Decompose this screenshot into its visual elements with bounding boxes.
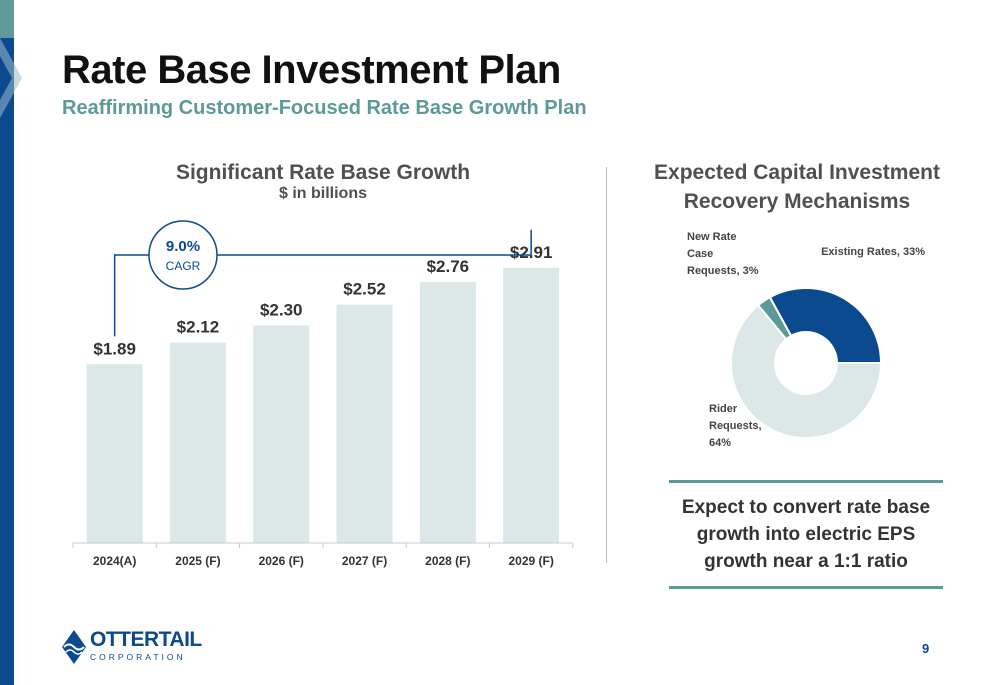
slide-subtitle: Reaffirming Customer-Focused Rate Base G… bbox=[62, 97, 587, 119]
left-accent-stripe bbox=[0, 0, 14, 685]
x-tick-label: 2025 (F) bbox=[175, 554, 220, 568]
cagr-circle bbox=[148, 220, 218, 290]
cagr-bracket-left bbox=[113, 254, 149, 337]
takeaway-rule-top bbox=[669, 480, 943, 483]
label-rider-requests: Rider Requests, 64% bbox=[709, 403, 762, 449]
takeaway-rule-bottom bbox=[669, 586, 943, 589]
left-accent-teal bbox=[0, 0, 14, 38]
slice-new-rate-case bbox=[756, 295, 793, 341]
cagr-value: 9.0% bbox=[166, 238, 200, 255]
bar-chart-title: Significant Rate Base Growth bbox=[175, 161, 471, 184]
bar-2 bbox=[253, 325, 310, 543]
cagr-label: CAGR bbox=[166, 259, 201, 273]
bar-3 bbox=[336, 304, 393, 543]
x-tick-label: 2026 (F) bbox=[259, 554, 304, 568]
bar-5 bbox=[503, 267, 560, 543]
bar-value-label: $2.52 bbox=[343, 280, 386, 299]
donut-chart: Existing Rates, 33% Rider Requests, 64% New … bbox=[687, 231, 925, 449]
bar-4 bbox=[419, 281, 476, 543]
bar-0 bbox=[86, 364, 143, 543]
pie-chart-title: Expected Capital Investment Recovery Mec… bbox=[654, 161, 940, 213]
x-tick-label: 2024(A) bbox=[93, 554, 136, 568]
bar-chart-subtitle: $ in billions bbox=[278, 185, 367, 202]
bar-value-label: $1.89 bbox=[93, 339, 136, 358]
bar-value-label: $2.12 bbox=[177, 318, 220, 337]
bar-value-label: $2.76 bbox=[427, 257, 470, 276]
slide-title: Rate Base Investment Plan bbox=[62, 48, 561, 92]
slice-existing-rates bbox=[768, 287, 883, 364]
column-divider bbox=[606, 167, 607, 563]
bar-1 bbox=[169, 342, 226, 543]
slice-rider-requests bbox=[730, 303, 883, 439]
bar-value-label: $2.30 bbox=[260, 300, 303, 319]
takeaway-text: Expect to convert rate base growth into … bbox=[681, 497, 931, 572]
chevron-decoration bbox=[0, 38, 22, 118]
label-new-rate-case: New Rate Case Requests, 3% bbox=[687, 231, 759, 277]
bar-chart: $1.89 2024(A) $2.12 2025 (F) $2.30 2026 (F) $2… bbox=[72, 220, 574, 568]
page-number: 9 bbox=[922, 641, 930, 656]
cagr-bracket-right bbox=[217, 229, 532, 256]
x-tick-label: 2027 (F) bbox=[342, 554, 387, 568]
logo-wordmark: OTTERTAIL bbox=[90, 628, 202, 651]
logo-tagline: CORPORATION bbox=[90, 652, 186, 662]
label-existing-rates: Existing Rates, 33% bbox=[821, 246, 925, 258]
logo-icon bbox=[62, 630, 86, 664]
x-tick-label: 2028 (F) bbox=[425, 554, 470, 568]
x-tick-label: 2029 (F) bbox=[508, 554, 553, 568]
